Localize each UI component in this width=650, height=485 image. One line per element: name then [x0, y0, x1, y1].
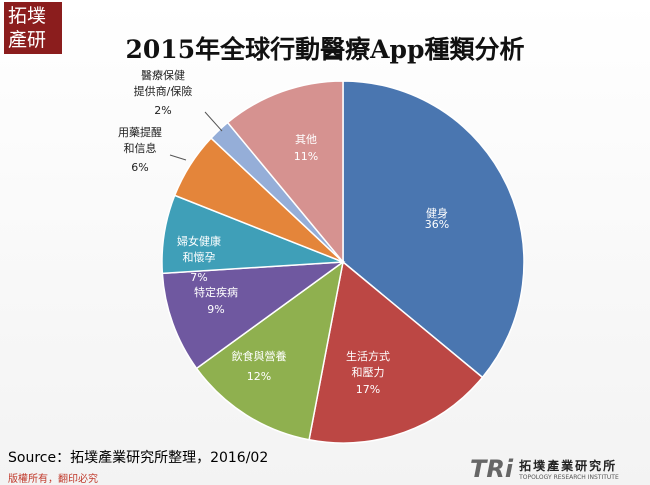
slice-label: 婦女健康 和懷孕 [177, 235, 221, 264]
value-label: 12% [246, 370, 272, 383]
slice-label: 醫療保健 提供商/保險 [133, 69, 193, 98]
logo-text: 拓墣 [8, 5, 47, 27]
pie-slice [226, 80, 344, 265]
copyright: 版權所有，翻印必究 [8, 474, 98, 485]
pie-slice [195, 260, 345, 441]
leader-line [204, 111, 223, 132]
value-label: 7% [190, 271, 208, 284]
logo: 拓墣 產研 [4, 2, 62, 54]
value-label: 11% [293, 150, 319, 163]
value-label: 36% [424, 218, 450, 231]
slice-label: 健身 [426, 207, 448, 220]
pie-slice [308, 260, 484, 444]
leader-line [169, 154, 187, 161]
pie-slice [342, 80, 525, 379]
value-label: 17% [355, 383, 381, 396]
chart-title: 2015年全球行動醫療App種類分析 [125, 35, 525, 64]
value-label: 9% [207, 303, 225, 316]
source: Source：拓墣產業研究所整理，2016/02 [8, 450, 269, 466]
slice-label: 生活方式 和壓力 [346, 350, 390, 379]
brand-en: TOPOLOGY RESEARCH INSTITUTE [519, 474, 619, 481]
slice-label: 特定疾病 [194, 286, 238, 299]
slice-label: 飲食與營養 [231, 350, 287, 363]
brand-text: 拓墣產業研究所 TOPOLOGY RESEARCH INSTITUTE [519, 457, 619, 481]
value-label: 2% [154, 104, 172, 117]
brand: TRi 拓墣產業研究所 TOPOLOGY RESEARCH INSTITUTE [470, 455, 619, 483]
slice-label: 用藥提醒 和信息 [118, 126, 162, 155]
slice-label: 其他 [295, 133, 317, 146]
logo-text: 產研 [8, 29, 47, 51]
value-label: 6% [131, 161, 149, 174]
pie-slice [161, 261, 346, 370]
brand-mark: TRi [470, 455, 514, 483]
brand-name: 拓墣產業研究所 [519, 459, 618, 473]
